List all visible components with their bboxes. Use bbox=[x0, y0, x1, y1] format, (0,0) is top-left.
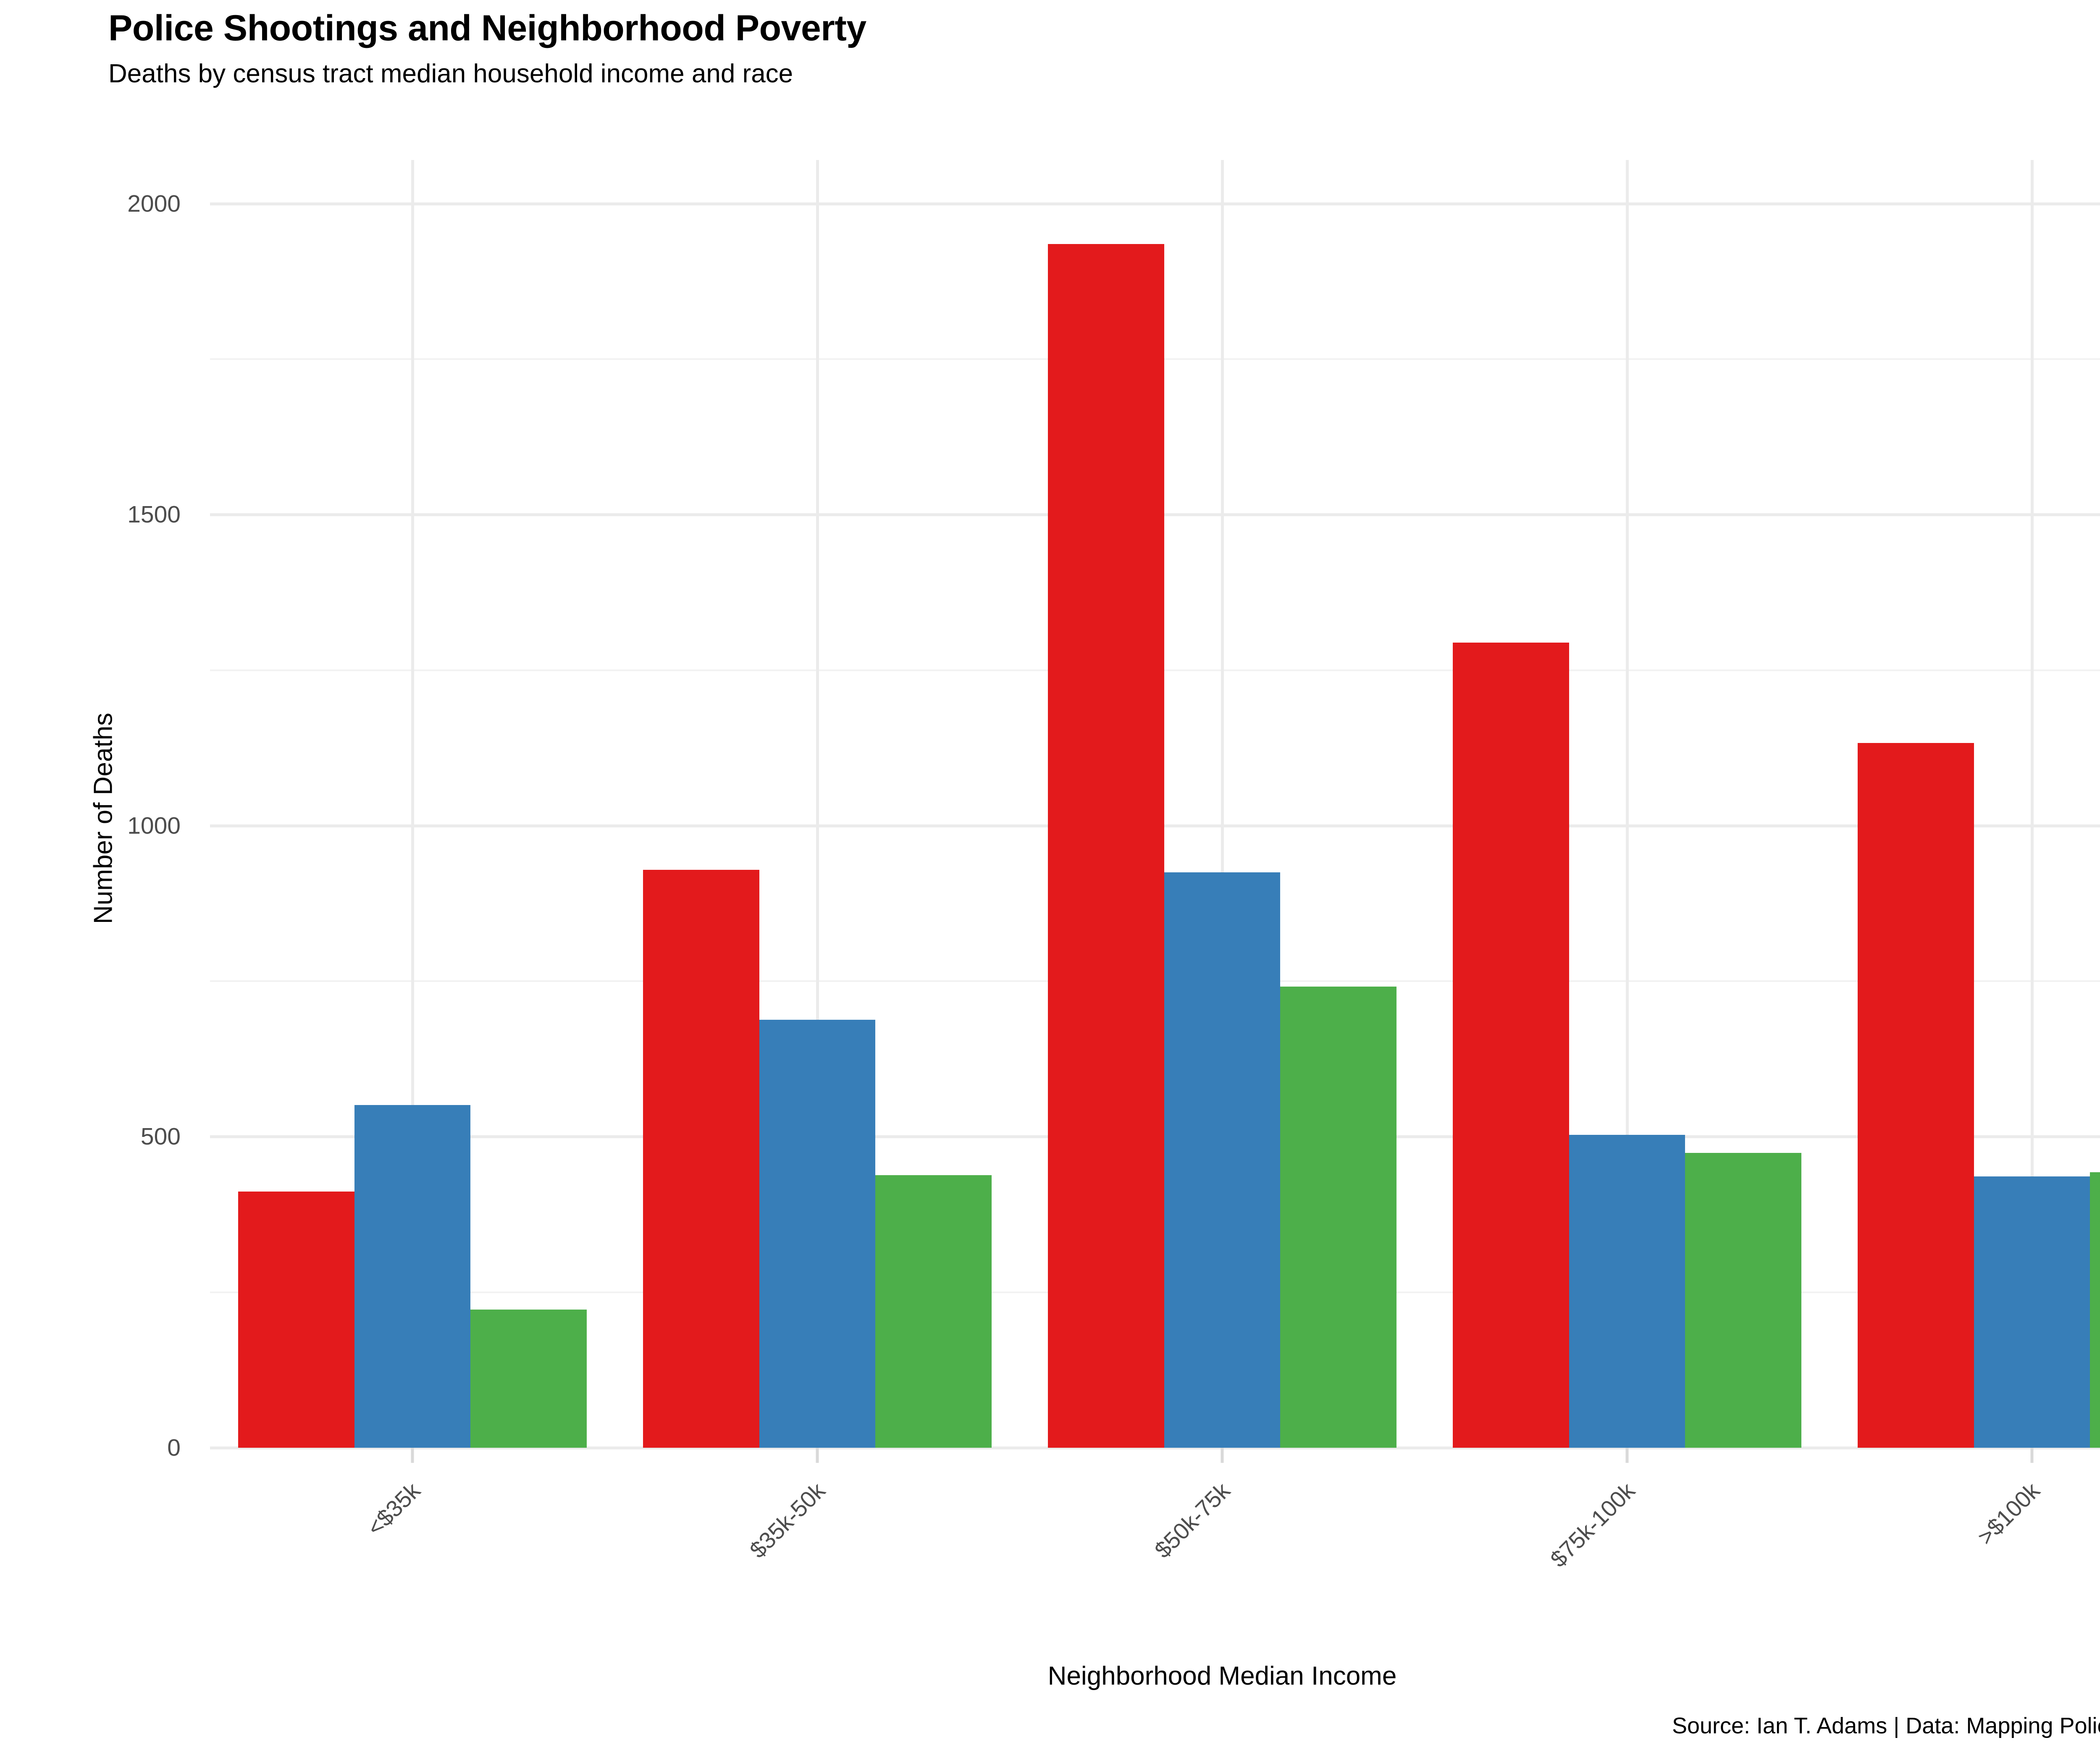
gridline-x-major bbox=[1221, 160, 1224, 1448]
bar-white-2[interactable] bbox=[1048, 244, 1164, 1448]
x-tick-mark bbox=[816, 1448, 819, 1463]
plot-area bbox=[210, 160, 2100, 1449]
y-tick-label: 500 bbox=[140, 1123, 181, 1150]
bar-white-1[interactable] bbox=[643, 870, 759, 1448]
x-tick-label: $50k-75k bbox=[1149, 1477, 1235, 1563]
bar-hispanic-1[interactable] bbox=[875, 1175, 992, 1448]
y-tick-label: 2000 bbox=[127, 190, 181, 217]
bar-group bbox=[1858, 160, 2100, 1448]
y-tick-label: 0 bbox=[167, 1434, 181, 1461]
x-axis-title: Neighborhood Median Income bbox=[1047, 1662, 1397, 1690]
bar-hispanic-2[interactable] bbox=[1280, 987, 1396, 1448]
bar-white-3[interactable] bbox=[1453, 643, 1569, 1448]
chart-subtitle: Deaths by census tract median household … bbox=[108, 59, 793, 89]
y-axis: 0 500 1000 1500 2000 Number of Deaths bbox=[0, 160, 197, 1461]
x-tick-label: $75k-100k bbox=[1545, 1477, 1640, 1572]
bar-hispanic-3[interactable] bbox=[1685, 1152, 1801, 1448]
bar-group bbox=[1453, 160, 1801, 1448]
bar-group bbox=[643, 160, 992, 1448]
gridline-x-major bbox=[2030, 160, 2034, 1448]
title-block: Police Shootings and Neighborhood Povert… bbox=[108, 9, 2100, 89]
y-axis-title: Number of Deaths bbox=[89, 712, 118, 924]
bar-black-4[interactable] bbox=[1974, 1176, 2090, 1448]
gridline-y-major bbox=[210, 202, 2100, 205]
x-tick-mark bbox=[1221, 1448, 1224, 1463]
gridline-x-major bbox=[1625, 160, 1629, 1448]
x-axis: <$35k $35k-50k $50k-75k $75k-100k >$100k bbox=[210, 1448, 2100, 1658]
gridline-x-major bbox=[816, 160, 819, 1448]
gridline-y-major bbox=[210, 1446, 2100, 1449]
gridline-x-major bbox=[411, 160, 414, 1448]
bar-black-0[interactable] bbox=[354, 1105, 471, 1448]
bar-white-4[interactable] bbox=[1858, 743, 1974, 1448]
y-tick-label: 1500 bbox=[127, 501, 181, 528]
bar-black-2[interactable] bbox=[1164, 872, 1281, 1448]
bar-group bbox=[1048, 160, 1396, 1448]
bar-black-1[interactable] bbox=[759, 1019, 876, 1448]
chart-title: Police Shootings and Neighborhood Povert… bbox=[108, 8, 866, 48]
bar-black-3[interactable] bbox=[1569, 1134, 1685, 1448]
x-tick-mark bbox=[2030, 1448, 2034, 1463]
x-tick-label: <$35k bbox=[362, 1477, 425, 1541]
x-tick-mark bbox=[411, 1448, 414, 1463]
bar-hispanic-0[interactable] bbox=[470, 1310, 587, 1448]
x-tick-label: $35k-50k bbox=[744, 1477, 830, 1563]
x-tick-label: >$100k bbox=[1972, 1477, 2045, 1550]
y-tick-label: 1000 bbox=[127, 812, 181, 839]
bar-hispanic-4[interactable] bbox=[2090, 1172, 2100, 1448]
chart-caption: Source: Ian T. Adams | Data: Mapping Pol… bbox=[1672, 1713, 2100, 1738]
bars-layer bbox=[210, 160, 2100, 1448]
x-tick-mark bbox=[1625, 1448, 1629, 1463]
bar-group bbox=[238, 160, 587, 1448]
bar-white-0[interactable] bbox=[238, 1191, 354, 1448]
